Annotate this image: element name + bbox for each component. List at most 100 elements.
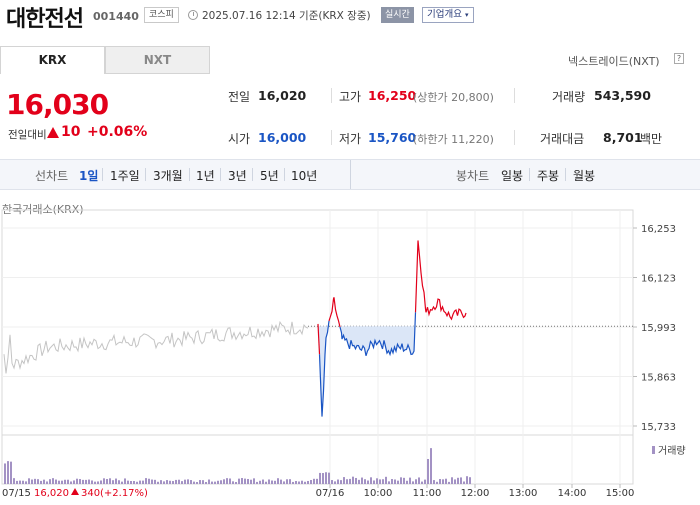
prev-close-value: 16,020 <box>258 88 307 103</box>
nxt-trade-link[interactable]: 넥스트레이드(NXT) <box>568 55 660 68</box>
volume-bar <box>109 478 111 484</box>
volume-bar <box>73 480 75 484</box>
x-tick-label: 07/16 <box>316 488 345 499</box>
volume-bar <box>4 463 6 484</box>
volume-bar <box>403 477 405 484</box>
period-daily[interactable]: 일봉 <box>501 169 524 183</box>
volume-bar <box>211 481 213 484</box>
candle-chart-label: 봉차트 <box>456 169 490 183</box>
volume-bar <box>10 461 12 484</box>
clock-icon <box>188 10 198 20</box>
period-divider <box>145 168 146 181</box>
volume-bar <box>232 481 234 484</box>
volume-bar <box>355 477 357 484</box>
y-tick-label: 15,993 <box>641 323 676 334</box>
tab-krx[interactable]: KRX <box>0 46 105 74</box>
volume-bar <box>154 479 156 484</box>
volume-bar <box>46 481 48 484</box>
stat-divider <box>331 88 332 103</box>
period-1d[interactable]: 1일 <box>79 169 99 183</box>
volume-bar <box>115 478 117 484</box>
volume-bar <box>172 481 174 484</box>
low-value: 15,760 <box>368 130 417 145</box>
volume-bar <box>286 479 288 484</box>
volume-bar <box>49 479 51 484</box>
line-chart-label: 선차트 <box>35 169 69 183</box>
x-tick-label: 11:00 <box>413 488 442 499</box>
volume-bar <box>121 481 123 484</box>
y-tick-label: 15,863 <box>641 373 676 384</box>
volume-bar <box>124 478 126 484</box>
volume-bar <box>454 479 456 484</box>
volume-bar <box>238 478 240 484</box>
realtime-badge: 실시간 <box>381 7 414 23</box>
period-weekly[interactable]: 주봉 <box>537 169 560 183</box>
volume-bar <box>325 472 327 484</box>
volume-bar <box>304 481 306 484</box>
period-1w[interactable]: 1주일 <box>110 169 140 183</box>
volume-bar <box>148 478 150 484</box>
volume-bar <box>58 480 60 484</box>
price-line-up <box>414 240 467 321</box>
period-5y[interactable]: 5년 <box>260 169 279 183</box>
help-icon[interactable]: ? <box>674 53 684 64</box>
prev-day-line <box>3 320 309 374</box>
volume-bar <box>61 480 63 484</box>
volume-bar <box>352 476 354 484</box>
volume-bar <box>94 481 96 484</box>
volume-bar <box>166 480 168 484</box>
y-tick-label: 16,253 <box>641 224 676 235</box>
prev-day-change: 340 <box>81 488 100 499</box>
volume-bar <box>40 480 42 484</box>
volume-bar <box>466 476 468 484</box>
volume-bar <box>79 479 81 484</box>
volume-bar <box>262 479 264 484</box>
period-1y[interactable]: 1년 <box>196 169 215 183</box>
tab-nxt[interactable]: NXT <box>105 46 210 74</box>
volume-bar <box>334 481 336 484</box>
period-monthly[interactable]: 월봉 <box>573 169 596 183</box>
volume-bar <box>469 477 471 484</box>
volume-bar <box>118 480 120 484</box>
volume-bar <box>406 480 408 484</box>
high-label: 고가 <box>339 90 362 104</box>
volume-bar <box>136 481 138 484</box>
volume-bar <box>133 481 135 484</box>
volume-bar <box>88 479 90 484</box>
period-divider <box>252 168 253 181</box>
x-tick-label: 15:00 <box>606 488 635 499</box>
timestamp: 2025.07.16 12:14 기준(KRX 장중) <box>202 10 371 22</box>
period-divider <box>565 168 566 181</box>
x-tick-label: 10:00 <box>364 488 393 499</box>
company-name: 대한전선 <box>6 7 84 32</box>
volume-bar <box>76 478 78 484</box>
high-value: 16,250 <box>368 88 417 103</box>
period-10y[interactable]: 10년 <box>291 169 318 183</box>
volume-legend-label: 거래량 <box>658 445 686 457</box>
volume-bar <box>391 479 393 484</box>
volume-bar <box>280 479 282 484</box>
period-3m[interactable]: 3개월 <box>153 169 183 183</box>
volume-bar <box>460 477 462 484</box>
below-baseline-fill <box>318 326 466 417</box>
upper-limit: (상한가 20,800) <box>413 91 494 104</box>
chart-frame <box>1 209 634 485</box>
volume-bar <box>346 479 348 484</box>
company-overview-button[interactable]: 기업개요 ▾ <box>422 7 474 23</box>
volume-bar <box>307 480 309 484</box>
volume-bar <box>214 481 216 484</box>
volume-bar <box>31 479 33 484</box>
volume-bar <box>283 481 285 484</box>
caret-down-icon: ▾ <box>465 11 469 19</box>
period-3y[interactable]: 3년 <box>228 169 247 183</box>
volume-bar <box>256 481 258 484</box>
volume-bar <box>142 480 144 484</box>
volume-bar <box>400 477 402 484</box>
market-badge: 코스피 <box>144 7 179 23</box>
volume-bar <box>415 479 417 484</box>
volume-bar <box>205 481 207 484</box>
volume-bar <box>412 481 414 484</box>
volume-bar <box>178 479 180 484</box>
volume-bar <box>22 480 24 484</box>
